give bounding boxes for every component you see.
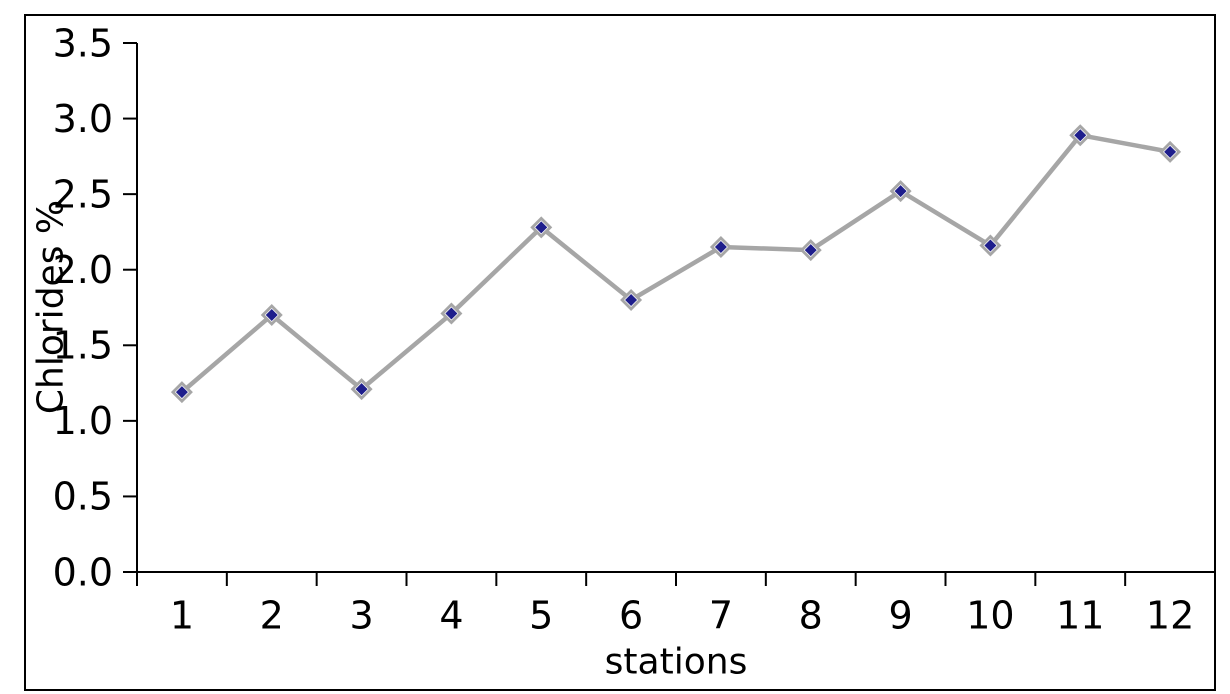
y-tick-label: 1.5	[53, 324, 113, 368]
x-tick-label: 5	[529, 593, 553, 637]
data-point-marker	[714, 241, 727, 254]
y-tick-label: 2.5	[53, 172, 113, 216]
x-tick-label: 8	[799, 593, 823, 637]
x-tick-label: 2	[260, 593, 284, 637]
chart-frame	[24, 14, 1216, 691]
x-tick-label: 3	[349, 593, 373, 637]
x-tick-label: 11	[1056, 593, 1104, 637]
data-point-marker	[355, 383, 368, 396]
data-point-marker	[535, 221, 548, 234]
x-tick-label: 7	[709, 593, 733, 637]
data-point-marker	[1164, 145, 1177, 158]
data-point-marker	[175, 386, 188, 399]
x-tick-label: 12	[1146, 593, 1194, 637]
data-point-marker	[265, 309, 278, 322]
y-tick-label: 0.0	[53, 550, 113, 594]
y-tick-label: 0.5	[53, 475, 113, 519]
data-point-marker	[804, 244, 817, 257]
data-point-marker	[445, 307, 458, 320]
x-tick-label: 6	[619, 593, 643, 637]
series-line	[180, 132, 1171, 394]
data-point-marker	[625, 293, 638, 306]
y-tick-label: 2.0	[53, 248, 113, 292]
y-tick-label: 3.5	[53, 21, 113, 65]
data-point-marker	[894, 185, 907, 198]
data-point-marker	[984, 239, 997, 252]
x-tick-label: 10	[966, 593, 1014, 637]
y-axis-title: Chlorides %	[31, 200, 72, 414]
y-tick-label: 1.0	[53, 399, 113, 443]
x-tick-label: 4	[439, 593, 463, 637]
y-tick-label: 3.0	[53, 97, 113, 141]
x-tick-label: 1	[170, 593, 194, 637]
x-tick-label: 9	[888, 593, 912, 637]
data-point-marker	[1074, 129, 1087, 142]
x-axis-title: stations	[605, 642, 748, 683]
